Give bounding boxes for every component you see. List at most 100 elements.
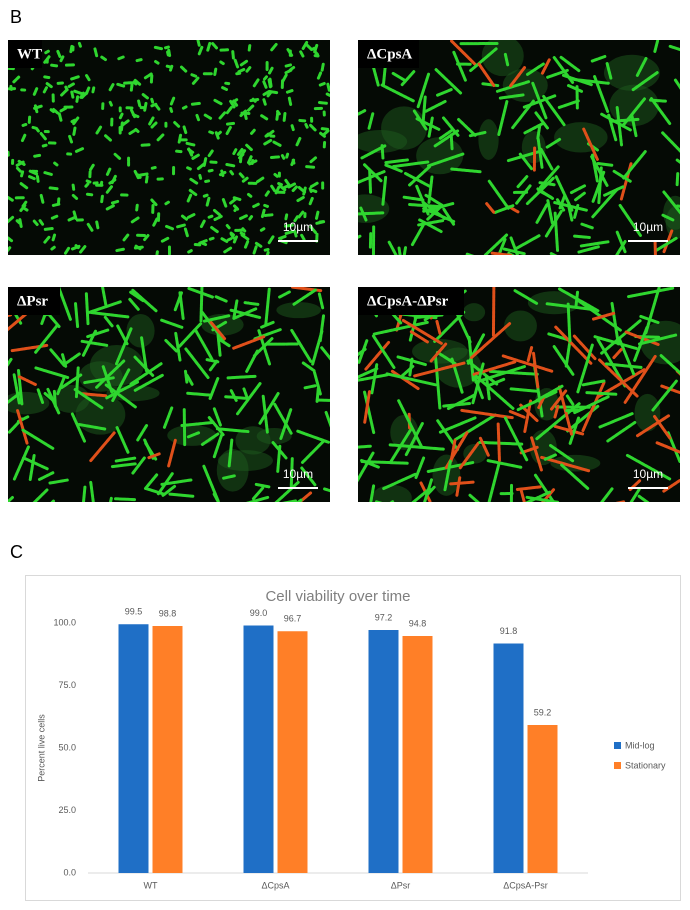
cell-chain xyxy=(143,234,150,242)
y-axis-label: Percent live cells xyxy=(36,714,46,782)
haze xyxy=(462,303,486,322)
cell-chain xyxy=(89,480,95,502)
micrograph xyxy=(358,40,680,255)
cell-chain xyxy=(285,152,290,160)
cell-chain xyxy=(105,380,140,400)
cell-chain xyxy=(95,125,103,135)
cell-chain xyxy=(309,46,316,52)
cell-chain xyxy=(299,50,305,58)
cell-chain xyxy=(50,214,59,220)
cell-chain xyxy=(363,390,371,425)
cell-chain xyxy=(251,486,265,501)
cell-chain xyxy=(591,311,616,321)
cell-chain xyxy=(427,175,434,204)
cell-chain xyxy=(443,459,452,492)
cell-chain xyxy=(503,416,529,462)
cell-chain xyxy=(129,290,145,303)
cell-chain xyxy=(264,287,271,327)
cell-chain xyxy=(69,75,80,81)
cell-chain xyxy=(577,245,600,254)
cell-chain xyxy=(108,178,117,185)
cell-chain xyxy=(202,464,220,502)
cell-chain xyxy=(557,99,580,109)
cell-chain xyxy=(326,82,330,92)
micrograph xyxy=(8,40,330,255)
cell-chain xyxy=(526,346,534,362)
cell-chain xyxy=(598,412,634,429)
cell-chain xyxy=(469,47,498,73)
cell-chain xyxy=(287,96,293,106)
cell-chain xyxy=(44,49,50,55)
bar xyxy=(152,626,183,873)
cell-chain xyxy=(150,198,158,207)
cell-chain xyxy=(8,195,14,202)
cell-chain xyxy=(284,213,289,221)
cell-chain xyxy=(308,187,313,194)
cell-chain xyxy=(358,211,385,216)
cell-chain xyxy=(51,233,57,242)
cell-chain xyxy=(207,214,214,219)
cell-chain xyxy=(596,162,614,167)
cell-chain xyxy=(35,127,41,133)
cell-chain xyxy=(358,109,367,116)
cell-chain xyxy=(389,500,395,502)
cell-chain xyxy=(86,328,110,339)
cell-chain xyxy=(598,358,639,398)
cell-chain xyxy=(32,219,39,227)
cell-chain xyxy=(502,247,526,255)
cell-chain xyxy=(254,482,271,489)
cell-chain xyxy=(263,203,270,208)
legend-label: Mid-log xyxy=(625,740,655,750)
cell-chain xyxy=(623,354,657,404)
cell-chain xyxy=(181,105,188,111)
cell-chain xyxy=(402,246,408,255)
cell-chain xyxy=(245,495,270,502)
cell-chain xyxy=(507,251,515,255)
cell-chain xyxy=(549,444,575,463)
image-bg xyxy=(8,40,330,255)
cell-chain xyxy=(71,183,76,191)
cell-chain xyxy=(215,427,250,434)
cell-chain xyxy=(116,82,126,88)
cell-chain xyxy=(160,478,193,486)
cell-chain xyxy=(498,93,525,100)
cell-chain xyxy=(539,147,554,171)
cell-chain xyxy=(21,122,28,128)
cell-chain xyxy=(267,78,273,90)
cell-chain xyxy=(320,62,325,72)
cell-chain xyxy=(474,374,515,410)
micrograph xyxy=(358,287,680,502)
cell-chain xyxy=(530,436,543,472)
cell-chain xyxy=(597,166,603,205)
cell-chain xyxy=(33,153,42,158)
cell-chain xyxy=(225,224,232,230)
value-label: 97.2 xyxy=(375,612,393,622)
cell-chain xyxy=(248,215,254,221)
cell-chain xyxy=(303,384,317,390)
cell-chain xyxy=(267,235,275,245)
cell-chain xyxy=(190,101,201,106)
cell-chain xyxy=(415,184,430,216)
cell-chain xyxy=(536,137,544,169)
cell-chain xyxy=(20,170,25,178)
cell-chain xyxy=(411,487,431,502)
cell-chain xyxy=(262,89,271,97)
cell-chain xyxy=(309,225,318,235)
cell-chain xyxy=(49,245,56,251)
cell-chain xyxy=(183,227,189,238)
cell-chain xyxy=(59,373,83,390)
cell-chain xyxy=(213,98,224,106)
scale-bar-label: 10µm xyxy=(283,467,313,481)
cell-chain xyxy=(501,354,554,373)
cell-chain xyxy=(207,149,214,158)
label-box xyxy=(358,287,464,315)
cell-chain xyxy=(292,288,317,306)
cell-chain xyxy=(363,340,391,372)
bar xyxy=(243,625,274,873)
cell-chain xyxy=(262,80,268,89)
cell-chain xyxy=(8,357,13,367)
cell-chain xyxy=(487,179,510,210)
cell-chain xyxy=(231,50,235,60)
bar xyxy=(118,624,149,873)
cell-chain xyxy=(229,99,236,109)
